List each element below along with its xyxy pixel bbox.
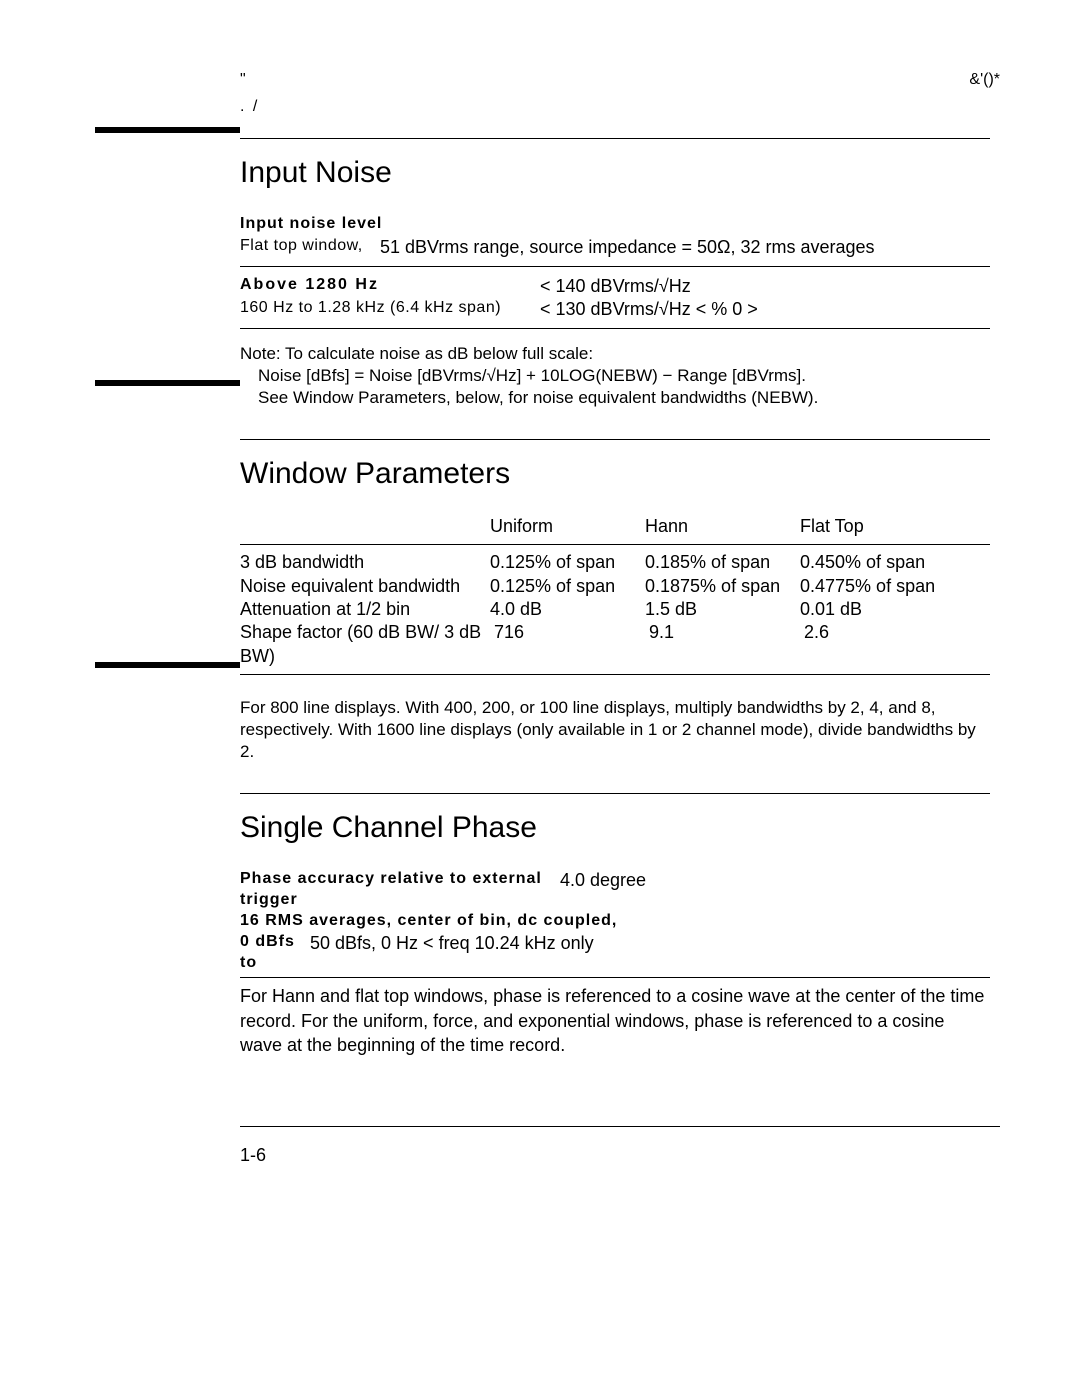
wp-label: Noise equivalent bandwidth [240,575,490,598]
col-flattop: Flat Top [800,515,955,538]
noise-row-label: Above 1280 Hz [240,275,540,298]
phase-row3-a: 0 dBfs to [240,932,310,974]
section-input-noise: Input Noise Input noise level Flat top w… [240,138,990,409]
wp-flattop: 0.4775% of span [800,575,955,598]
flat-top-row: Flat top window, 51 dBVrms range, source… [240,236,990,259]
wp-row-0: 3 dB bandwidth 0.125% of span 0.185% of … [240,551,990,574]
phase-row3-b: 50 dBfs, 0 Hz < freq 10.24 kHz only [310,932,594,974]
noise-row-value: < 140 dBVrms/√Hz [540,275,691,298]
wp-uniform: 4.0 dB [490,598,645,621]
col-uniform: Uniform [490,515,645,538]
footnote-text: For 800 line displays. With 400, 200, or… [240,698,976,761]
rule [240,977,990,978]
noise-row-0: Above 1280 Hz < 140 dBVrms/√Hz [240,275,990,298]
wp-uniform: 0.125% of span [490,551,645,574]
phase-row-3: 0 dBfs to 50 dBfs, 0 Hz < freq 10.24 kHz… [240,932,990,974]
header-sub: . / [240,97,1000,118]
phase-row1-value: 4.0 degree [560,869,646,911]
spacer [240,515,490,538]
page-container: " &'()* . / Input Noise Input noise leve… [0,0,1080,1397]
note-title: Note: To calculate noise as dB below ful… [240,343,990,365]
header-right: &'()* [969,70,1000,91]
rule [240,266,990,267]
wp-hann: 9.1 [649,621,804,668]
input-noise-level-label: Input noise level [240,214,990,235]
flat-top-value: 51 dBVrms range, source impedance = 50Ω,… [380,236,875,259]
flat-top-label: Flat top window, [240,236,380,259]
col-hann: Hann [645,515,800,538]
rule [240,544,990,545]
rule [240,328,990,329]
heading-input-noise: Input Noise [240,153,990,192]
wp-hann: 0.1875% of span [645,575,800,598]
note-line-1: Noise [dBfs] = Noise [dBVrms/√Hz] + 10LO… [258,365,990,387]
wp-label: Attenuation at 1/2 bin [240,598,490,621]
wp-header-row: Uniform Hann Flat Top [240,515,990,538]
wp-hann: 1.5 dB [645,598,800,621]
wp-flattop: 0.450% of span [800,551,955,574]
wp-row-2: Attenuation at 1/2 bin 4.0 dB 1.5 dB 0.0… [240,598,990,621]
wp-flattop: 0.01 dB [800,598,955,621]
note-line-2: See Window Parameters, below, for noise … [258,387,990,409]
rule [240,439,990,440]
section-window-parameters: Window Parameters Uniform Hann Flat Top … [240,439,990,764]
noise-row-label: 160 Hz to 1.28 kHz (6.4 kHz span) [240,298,540,321]
rule [240,674,990,675]
wp-flattop: 2.6 [804,621,959,668]
noise-row-1: 160 Hz to 1.28 kHz (6.4 kHz span) < 130 … [240,298,990,321]
window-params-footnote: For 800 line displays. With 400, 200, or… [240,697,990,763]
section-bar-icon [95,662,240,668]
section-bar-icon [95,127,240,133]
phase-row-1: Phase accuracy relative to external trig… [240,869,990,911]
wp-label: 3 dB bandwidth [240,551,490,574]
rule [240,793,990,794]
phase-paragraph: For Hann and flat top windows, phase is … [240,984,990,1057]
wp-row-3: Shape factor (60 dB BW/ 3 dB BW) 716 9.1… [240,621,990,668]
phase-row-2: 16 RMS averages, center of bin, dc coupl… [240,911,990,932]
input-noise-level-block: Input noise level Flat top window, 51 dB… [240,214,990,329]
input-noise-note: Note: To calculate noise as dB below ful… [240,343,990,409]
phase-row1-label: Phase accuracy relative to external trig… [240,869,560,911]
section-bar-icon [95,380,240,386]
footer-rule [240,1126,1000,1127]
rule [240,138,990,139]
wp-label: Shape factor (60 dB BW/ 3 dB BW) [240,621,494,668]
wp-uniform: 716 [494,621,649,668]
header-row: " &'()* [240,70,1000,91]
page-number: 1-6 [240,1144,266,1167]
wp-uniform: 0.125% of span [490,575,645,598]
noise-row-value: < 130 dBVrms/√Hz < % 0 > [540,298,758,321]
wp-row-1: Noise equivalent bandwidth 0.125% of spa… [240,575,990,598]
header-left: " [240,70,246,91]
heading-single-channel-phase: Single Channel Phase [240,808,990,847]
wp-hann: 0.185% of span [645,551,800,574]
heading-window-parameters: Window Parameters [240,454,990,493]
section-single-channel-phase: Single Channel Phase Phase accuracy rela… [240,793,990,1057]
